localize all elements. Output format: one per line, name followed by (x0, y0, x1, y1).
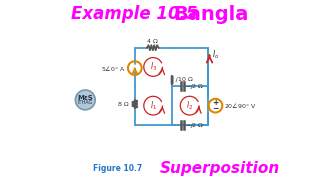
Text: +: + (212, 98, 219, 107)
Text: MεS: MεS (77, 95, 93, 101)
Text: $I_2$: $I_2$ (186, 99, 193, 112)
Text: Superposition: Superposition (160, 161, 280, 176)
Text: −$j$2 Ω: −$j$2 Ω (185, 82, 205, 91)
Text: Example 10.5: Example 10.5 (71, 5, 197, 23)
Circle shape (76, 90, 95, 110)
Text: 4 Ω: 4 Ω (148, 39, 158, 44)
Text: $j$10 Ω: $j$10 Ω (175, 75, 194, 84)
Text: Bangla: Bangla (174, 5, 249, 24)
Text: Figure 10.7: Figure 10.7 (93, 164, 143, 173)
Text: $20\angle90°$ V: $20\angle90°$ V (224, 101, 257, 110)
Text: ITHAG: ITHAG (78, 100, 93, 105)
Text: $5\angle0°$ A: $5\angle0°$ A (101, 64, 126, 73)
Text: −$j$2 Ω: −$j$2 Ω (185, 121, 205, 130)
Text: −: − (212, 104, 219, 113)
Text: 8 Ω: 8 Ω (118, 102, 129, 107)
Text: $I_3$: $I_3$ (149, 61, 157, 73)
Text: $I_o$: $I_o$ (212, 49, 219, 61)
Text: $I_1$: $I_1$ (149, 99, 157, 112)
